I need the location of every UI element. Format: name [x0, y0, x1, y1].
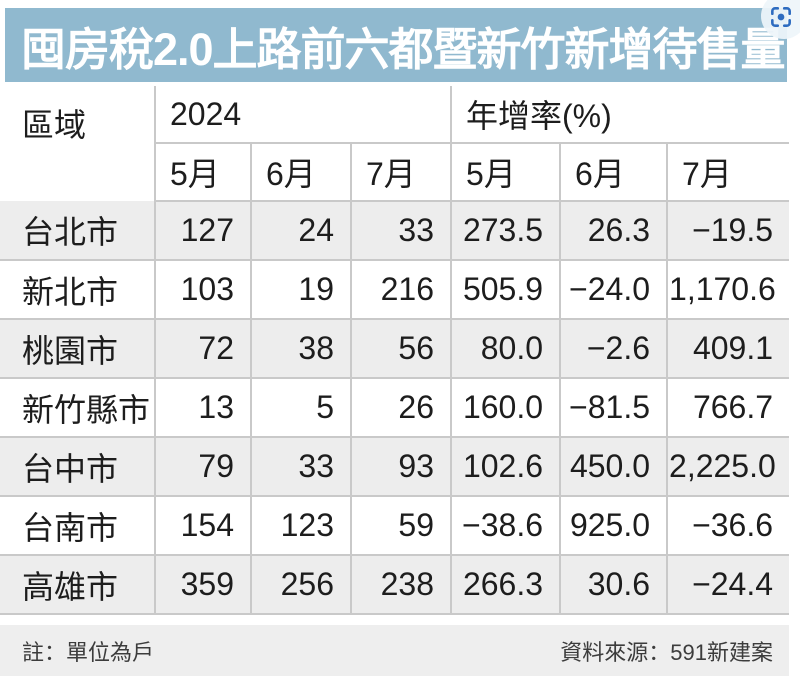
table-cell: 80.0 — [451, 319, 562, 379]
group-header-row: 區域 2024 年增率(%) — [0, 86, 790, 201]
table-cell: −36.6 — [667, 496, 790, 556]
table-cell: 925.0 — [560, 496, 669, 556]
table-cell: −24.0 — [560, 260, 669, 320]
table-row-kaohsiung: 高雄市 359 256 238 266.3 30.6 −24.4 — [0, 555, 790, 615]
table-cell: 72 — [155, 319, 252, 379]
table-cell: 38 — [251, 319, 352, 379]
table-cell: 127 — [155, 201, 252, 261]
table-row-taoyuan: 桃園市 72 38 56 80.0 −2.6 409.1 — [0, 319, 790, 379]
table-cell: 103 — [155, 260, 252, 320]
region-cell: 新竹縣市 — [0, 378, 156, 438]
region-cell: 新北市 — [0, 260, 156, 320]
table-cell: 102.6 — [451, 437, 562, 497]
table-cell: 1,170.6 — [667, 260, 790, 320]
table-cell: 59 — [351, 496, 453, 556]
table-cell: 238 — [351, 555, 453, 615]
title-bar: 囤房稅2.0上路前六都暨新竹新增待售量 — [5, 8, 787, 82]
table-cell: 450.0 — [560, 437, 669, 497]
table-cell: 409.1 — [667, 319, 790, 379]
scan-viewfinder-icon[interactable] — [761, 0, 800, 39]
page-title: 囤房稅2.0上路前六都暨新竹新增待售量 — [21, 23, 786, 75]
table-cell: −19.5 — [667, 201, 790, 261]
footer-note: 註：單位為戶 — [22, 639, 155, 665]
table-row-taipei: 台北市 127 24 33 273.5 26.3 −19.5 — [0, 201, 790, 261]
footer-source: 資料來源：591新建案 — [560, 639, 773, 665]
table-cell: 56 — [351, 319, 453, 379]
col-header-yoy-jun: 6月 — [560, 143, 669, 202]
table-row-newtaipei: 新北市 103 19 216 505.9 −24.0 1,170.6 — [0, 260, 790, 320]
table-cell: −81.5 — [560, 378, 669, 438]
table-cell: 766.7 — [667, 378, 790, 438]
table-cell: 154 — [155, 496, 252, 556]
table-cell: 33 — [351, 201, 453, 261]
table-cell: −2.6 — [560, 319, 669, 379]
table-cell: 19 — [251, 260, 352, 320]
col-header-2024-jun: 6月 — [251, 143, 352, 202]
table-cell: 123 — [251, 496, 352, 556]
viewfinder-glyph — [771, 7, 791, 27]
table-cell: −24.4 — [667, 555, 790, 615]
table-cell: 273.5 — [451, 201, 562, 261]
col-header-2024-may: 5月 — [155, 143, 252, 202]
region-cell: 高雄市 — [0, 555, 156, 615]
table-cell: 256 — [251, 555, 352, 615]
table-cell: 93 — [351, 437, 453, 497]
month-header-row: 5月 6月 7月 5月 6月 7月 — [0, 143, 790, 202]
col-header-region: 區域 — [0, 86, 156, 201]
table-row-taichung: 台中市 79 33 93 102.6 450.0 2,225.0 — [0, 437, 790, 497]
col-header-yoy-jul: 7月 — [667, 143, 790, 202]
col-group-yoy: 年增率(%) — [451, 86, 790, 144]
table-cell: 5 — [251, 378, 352, 438]
region-cell: 台中市 — [0, 437, 156, 497]
data-table: 區域 2024 年增率(%) 5月 6月 7月 5月 6月 7月 台北市 127… — [0, 86, 790, 615]
table-cell: 13 — [155, 378, 252, 438]
table-cell: 30.6 — [560, 555, 669, 615]
region-cell: 台南市 — [0, 496, 156, 556]
table-cell: 505.9 — [451, 260, 562, 320]
table-header: 區域 2024 年增率(%) 5月 6月 7月 5月 6月 7月 — [0, 86, 790, 202]
col-header-yoy-may: 5月 — [451, 143, 562, 202]
region-cell: 台北市 — [0, 201, 156, 261]
table-cell: 26.3 — [560, 201, 669, 261]
table-cell: −38.6 — [451, 496, 562, 556]
col-group-2024: 2024 — [155, 86, 453, 144]
table-row-hsinchu: 新竹縣市 13 5 26 160.0 −81.5 766.7 — [0, 378, 790, 438]
table-cell: 216 — [351, 260, 453, 320]
table-cell: 359 — [155, 555, 252, 615]
table-cell: 266.3 — [451, 555, 562, 615]
table-cell: 26 — [351, 378, 453, 438]
region-cell: 桃園市 — [0, 319, 156, 379]
col-header-2024-jul: 7月 — [351, 143, 453, 202]
footer-bar: 註：單位為戶 資料來源：591新建案 — [0, 625, 789, 676]
table-cell: 160.0 — [451, 378, 562, 438]
table-cell: 79 — [155, 437, 252, 497]
table-row-tainan: 台南市 154 123 59 −38.6 925.0 −36.6 — [0, 496, 790, 556]
table-cell: 2,225.0 — [667, 437, 790, 497]
table-cell: 33 — [251, 437, 352, 497]
table-cell: 24 — [251, 201, 352, 261]
